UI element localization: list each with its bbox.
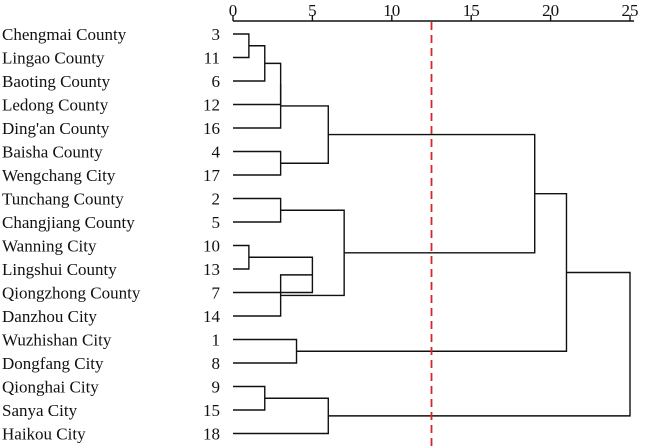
leaf-id: 2 [212, 190, 221, 209]
leaf-name: Tunchang County [2, 190, 124, 209]
cluster-link [233, 338, 298, 364]
x-axis: 0 5 10 15 20 25 [229, 1, 639, 22]
x-tick-label: 20 [542, 1, 559, 20]
leaf-name: Changjiang County [2, 213, 135, 232]
cluster-link [233, 244, 250, 270]
x-tick-label: 10 [383, 1, 400, 20]
leaf-name: Wuzhishan City [2, 331, 112, 350]
leaf-name: Haikou City [2, 425, 86, 444]
leaf-id: 11 [204, 49, 220, 68]
leaf-id: 12 [203, 96, 220, 115]
x-tick-label: 15 [463, 1, 480, 20]
leaf-name: Lingshui County [2, 260, 117, 279]
cluster-link [233, 397, 329, 435]
leaf-labels: Chengmai County 3 Lingao County 11 Baoting C… [2, 25, 221, 444]
leaf-name: Ledong County [2, 96, 109, 115]
leaf-name: Baoting County [2, 72, 111, 91]
leaf-id: 10 [203, 237, 220, 256]
leaf-name: Qionghai City [2, 378, 99, 397]
x-tick-label: 5 [308, 1, 317, 20]
cluster-link [233, 385, 266, 411]
cluster-link [280, 105, 329, 164]
leaf-name: Qiongzhong County [2, 284, 141, 303]
x-tick-label: 25 [622, 1, 639, 20]
cluster-link [233, 83, 282, 129]
leaf-name: Ding'an County [2, 119, 110, 138]
x-tick-label: 0 [229, 1, 238, 20]
leaf-name: Dongfang City [2, 354, 104, 373]
cluster-link [233, 150, 282, 176]
cluster-link [233, 33, 250, 59]
leaf-name: Wengchang City [2, 166, 116, 185]
leaf-name: Sanya City [2, 401, 78, 420]
leaf-id: 18 [203, 425, 220, 444]
leaf-name: Chengmai County [2, 25, 127, 44]
leaf-name: Danzhou City [2, 307, 97, 326]
cluster-link [233, 62, 282, 106]
leaf-id: 6 [212, 72, 221, 91]
leaf-id: 16 [203, 119, 220, 138]
leaf-id: 15 [203, 401, 220, 420]
leaf-name: Wanning City [2, 237, 97, 256]
leaf-id: 17 [203, 166, 221, 185]
cluster-link [233, 197, 282, 223]
cluster-link [328, 271, 631, 417]
leaf-id: 1 [212, 331, 221, 350]
leaf-id: 9 [212, 378, 221, 397]
leaf-id: 4 [212, 143, 221, 162]
leaf-id: 8 [212, 354, 221, 373]
dendrogram-links [233, 33, 631, 435]
leaf-name: Baisha County [2, 143, 103, 162]
leaf-id: 14 [203, 307, 221, 326]
leaf-id: 5 [212, 213, 221, 232]
leaf-id: 7 [212, 284, 221, 303]
leaf-id: 13 [203, 260, 220, 279]
leaf-id: 3 [212, 25, 221, 44]
leaf-name: Lingao County [2, 49, 105, 68]
